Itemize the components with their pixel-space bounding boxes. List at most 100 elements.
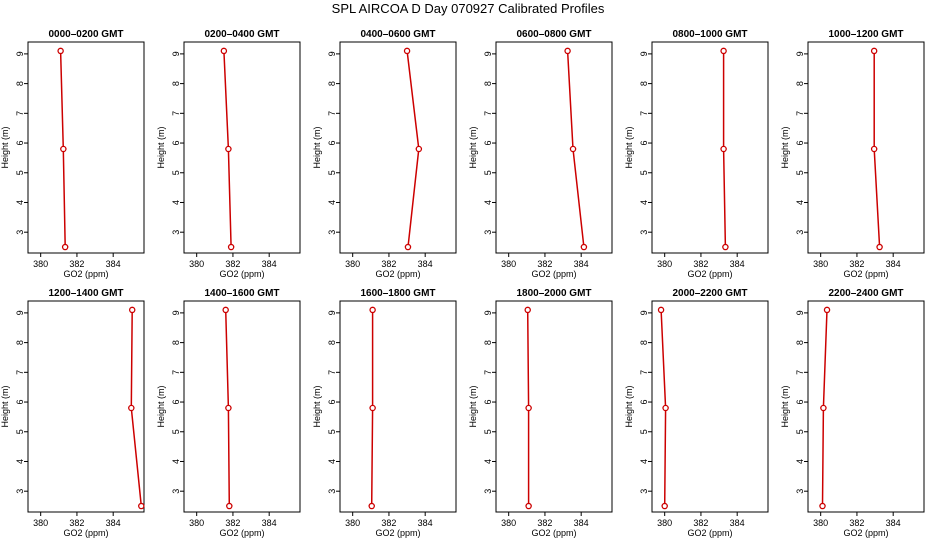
chart-panel: 2000–2200 GMT 380 382 384 3 4 5 6 7 8 9 GO2 (ppm) He… xyxy=(624,288,769,538)
y-tick-label: 7 xyxy=(327,111,337,116)
y-tick-label: 5 xyxy=(15,429,25,434)
data-point xyxy=(823,306,831,314)
chart-panel: 2200–2400 GMT 380 382 384 3 4 5 6 7 8 9 GO2 (ppm) He… xyxy=(780,288,925,538)
y-tick-label: 8 xyxy=(171,340,181,345)
plot-frame xyxy=(495,41,613,254)
x-axis-label: GO2 (ppm) xyxy=(63,528,108,538)
y-tick-label: 8 xyxy=(795,81,805,86)
x-tick-label: 384 xyxy=(730,259,745,269)
y-axis-label: Height (m) xyxy=(780,126,790,168)
data-point xyxy=(404,243,412,251)
data-point xyxy=(524,306,531,314)
x-tick-label: 380 xyxy=(501,259,516,269)
data-point xyxy=(415,145,423,153)
y-axis-label: Height (m) xyxy=(624,126,634,168)
data-point xyxy=(819,502,826,510)
plot-frame xyxy=(339,300,457,513)
y-tick-label: 9 xyxy=(327,51,337,56)
data-point xyxy=(662,404,669,412)
figure-title: SPL AIRCOA D Day 070927 Calibrated Profi… xyxy=(331,1,605,16)
y-tick-label: 5 xyxy=(483,170,493,175)
y-tick-label: 4 xyxy=(639,200,649,205)
y-axis-label: Height (m) xyxy=(624,385,634,427)
chart-panel: 1200–1400 GMT 380 382 384 3 4 5 6 7 8 9 GO2 (ppm) He… xyxy=(0,288,145,538)
data-point xyxy=(720,145,727,153)
y-tick-label: 5 xyxy=(171,170,181,175)
y-tick-label: 7 xyxy=(327,370,337,375)
chart-panel: 1800–2000 GMT 380 382 384 3 4 5 6 7 8 9 GO2 (ppm) He… xyxy=(468,288,613,538)
plot-frame xyxy=(807,300,925,513)
x-tick-label: 380 xyxy=(189,518,204,528)
y-tick-label: 9 xyxy=(15,310,25,315)
y-tick-label: 3 xyxy=(483,230,493,235)
y-tick-label: 7 xyxy=(639,370,649,375)
x-axis-label: GO2 (ppm) xyxy=(375,269,420,279)
x-tick-label: 382 xyxy=(69,259,84,269)
panel-title: 0400–0600 GMT xyxy=(360,29,435,40)
y-tick-label: 4 xyxy=(483,459,493,464)
plot-frame xyxy=(651,300,769,513)
data-point xyxy=(870,47,878,55)
y-tick-label: 5 xyxy=(639,429,649,434)
panel-title: 0600–0800 GMT xyxy=(516,29,591,40)
y-tick-label: 7 xyxy=(171,370,181,375)
data-point xyxy=(57,47,64,55)
x-tick-label: 384 xyxy=(730,518,745,528)
y-tick-label: 9 xyxy=(795,310,805,315)
x-tick-label: 382 xyxy=(537,518,552,528)
y-tick-label: 3 xyxy=(15,230,25,235)
x-tick-label: 380 xyxy=(657,259,672,269)
y-tick-label: 8 xyxy=(15,340,25,345)
y-tick-label: 9 xyxy=(171,310,181,315)
chart-panel: 0200–0400 GMT 380 382 384 3 4 5 6 7 8 9 GO2 (ppm) He… xyxy=(156,29,301,279)
data-point xyxy=(369,306,376,314)
data-point xyxy=(564,47,571,55)
y-tick-label: 3 xyxy=(795,489,805,494)
y-tick-label: 6 xyxy=(483,141,493,146)
y-axis-label: Height (m) xyxy=(312,385,322,427)
data-point xyxy=(225,145,232,153)
x-tick-label: 382 xyxy=(225,259,240,269)
y-tick-label: 7 xyxy=(639,111,649,116)
y-tick-label: 9 xyxy=(483,51,493,56)
y-tick-label: 6 xyxy=(15,400,25,405)
data-point xyxy=(569,145,577,153)
data-point xyxy=(580,243,588,251)
y-tick-label: 9 xyxy=(327,310,337,315)
plot-frame xyxy=(495,300,613,513)
panel-title: 1800–2000 GMT xyxy=(516,288,591,299)
x-tick-label: 384 xyxy=(106,518,121,528)
y-tick-label: 5 xyxy=(795,429,805,434)
y-tick-label: 5 xyxy=(483,429,493,434)
y-axis-label: Height (m) xyxy=(0,126,10,168)
plot-frame xyxy=(183,300,301,513)
x-tick-label: 380 xyxy=(33,518,48,528)
x-tick-label: 380 xyxy=(345,518,360,528)
y-axis-label: Height (m) xyxy=(0,385,10,427)
y-tick-label: 8 xyxy=(483,81,493,86)
chart-panel: 1400–1600 GMT 380 382 384 3 4 5 6 7 8 9 GO2 (ppm) He… xyxy=(156,288,301,538)
x-tick-label: 384 xyxy=(262,259,277,269)
panel-title: 0800–1000 GMT xyxy=(672,29,747,40)
y-tick-label: 7 xyxy=(15,370,25,375)
y-tick-label: 7 xyxy=(483,370,493,375)
data-point xyxy=(525,404,532,412)
y-tick-label: 9 xyxy=(795,51,805,56)
x-tick-label: 382 xyxy=(849,259,864,269)
x-axis-label: GO2 (ppm) xyxy=(687,528,732,538)
y-tick-label: 3 xyxy=(171,230,181,235)
y-tick-label: 5 xyxy=(327,170,337,175)
x-tick-label: 384 xyxy=(886,259,901,269)
panel-title: 0200–0400 GMT xyxy=(204,29,279,40)
y-tick-label: 6 xyxy=(15,141,25,146)
y-tick-label: 6 xyxy=(639,141,649,146)
plot-frame xyxy=(339,41,457,254)
panel-title: 1600–1800 GMT xyxy=(360,288,435,299)
x-axis-label: GO2 (ppm) xyxy=(63,269,108,279)
plot-frame xyxy=(651,41,769,254)
x-tick-label: 382 xyxy=(225,518,240,528)
data-point xyxy=(60,145,67,153)
plot-frame xyxy=(807,41,925,254)
y-tick-label: 5 xyxy=(795,170,805,175)
data-point xyxy=(722,243,729,251)
